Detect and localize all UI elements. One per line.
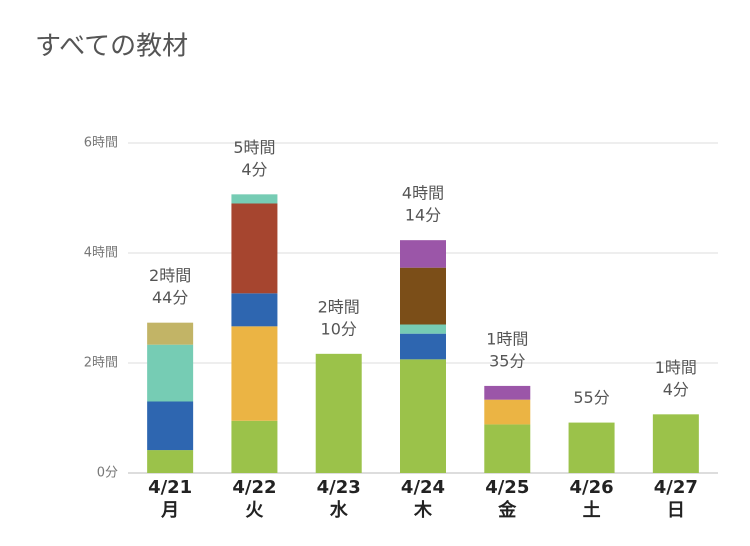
total-label: 4時間	[402, 184, 444, 203]
chart-title: すべての教材	[35, 32, 188, 62]
total-label: 35分	[489, 351, 525, 370]
x-tick-sublabel: 火	[245, 500, 264, 521]
x-tick-label: 4/27	[654, 477, 698, 498]
bar-segment	[315, 353, 362, 473]
x-tick-label: 4/21	[148, 477, 192, 498]
total-label: 44分	[152, 288, 188, 307]
total-label: 5時間	[233, 138, 275, 157]
bar-segment	[231, 194, 278, 204]
bar-segment	[147, 344, 194, 402]
bar-segment	[652, 414, 699, 473]
x-tick-label: 4/23	[317, 477, 361, 498]
x-tick-label: 4/22	[232, 477, 276, 498]
bar-segment	[400, 240, 446, 268]
x-tick-sublabel: 月	[160, 500, 179, 521]
bar-segment	[484, 385, 531, 400]
total-label: 2時間	[149, 266, 191, 285]
bar-segment	[568, 422, 615, 473]
x-tick-sublabel: 日	[667, 500, 685, 521]
bar-segment	[231, 420, 278, 473]
bar-segment	[400, 359, 446, 473]
x-tick-sublabel: 土	[583, 500, 601, 521]
bar-segment	[231, 326, 278, 421]
total-label: 1時間	[655, 358, 697, 377]
total-label: 10分	[321, 319, 357, 338]
y-tick-label: 6時間	[84, 136, 118, 151]
x-tick-label: 4/26	[569, 477, 613, 498]
y-tick-label: 2時間	[84, 356, 118, 371]
bar-segment	[400, 267, 446, 325]
bar-segment	[400, 324, 446, 334]
x-tick-sublabel: 金	[497, 499, 517, 521]
bar-segment	[231, 203, 278, 294]
x-tick-sublabel: 木	[413, 499, 433, 521]
total-label: 4分	[663, 380, 689, 399]
y-tick-label: 0分	[97, 466, 118, 481]
y-tick-label: 4時間	[84, 246, 118, 261]
total-label: 55分	[573, 388, 609, 407]
bar-segment	[400, 333, 446, 360]
total-label: 2時間	[318, 297, 360, 316]
bar-segment	[147, 322, 194, 345]
bar-segment	[231, 293, 278, 327]
total-label: 1時間	[486, 329, 528, 348]
bar-segment	[484, 399, 531, 425]
bar-segment	[147, 450, 194, 473]
x-tick-sublabel: 水	[330, 499, 349, 521]
total-label: 14分	[405, 206, 441, 225]
bar-segment	[147, 401, 194, 451]
bar-segment	[484, 424, 531, 473]
x-tick-label: 4/25	[485, 477, 529, 498]
total-label: 4分	[241, 160, 267, 179]
x-tick-label: 4/24	[401, 477, 445, 498]
